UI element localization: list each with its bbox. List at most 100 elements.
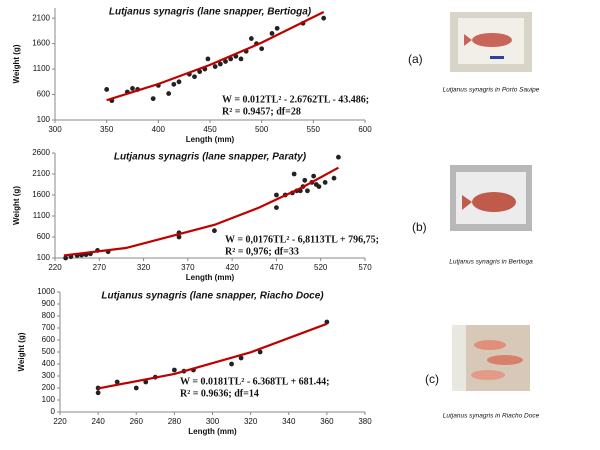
x-tick-label: 300: [206, 417, 220, 426]
y-axis-label: Weight (g): [17, 332, 26, 371]
y-tick-label: 700: [42, 323, 56, 332]
equation: W = 0.0181TL² - 6.368TL + 681.44;: [180, 376, 330, 387]
data-point: [228, 56, 234, 62]
photo-caption: Lutjanus synagris in Bertioga: [449, 259, 533, 266]
data-point: [311, 173, 317, 179]
y-tick-label: 600: [42, 335, 56, 344]
data-point: [143, 379, 149, 385]
chart-title: Lutjanus synagris (lane snapper, Bertiog…: [109, 7, 312, 18]
x-tick-label: 270: [93, 263, 107, 272]
data-point: [238, 56, 244, 62]
equation: W = 0,0176TL² - 6,8113TL + 796,75;: [225, 234, 379, 245]
photo-caption: Lutjanus synagris in Porto Sauipe: [443, 87, 540, 94]
data-point: [238, 355, 244, 361]
fit-stats: R² = 0.9457; df=28: [222, 106, 301, 117]
y-tick-label: 200: [42, 383, 56, 392]
y-tick-label: 2100: [32, 169, 50, 178]
trend-line: [97, 322, 328, 390]
y-tick-label: 500: [42, 347, 56, 356]
x-tick-label: 450: [203, 125, 217, 134]
equation: W = 0.012TL² - 2.6762TL - 43.486;: [222, 94, 369, 105]
data-point: [197, 69, 203, 75]
fit-stats: R² = 0,976; df=33: [225, 246, 299, 257]
data-point: [114, 379, 120, 385]
y-tick-label: 1600: [32, 190, 50, 199]
panel-label: (c): [425, 372, 439, 386]
data-point: [130, 86, 135, 91]
y-tick-label: 800: [42, 311, 56, 320]
data-point: [63, 255, 69, 261]
data-point: [176, 234, 182, 240]
y-tick-label: 600: [37, 90, 51, 99]
data-point: [171, 81, 177, 87]
x-tick-label: 370: [181, 263, 195, 272]
y-tick-label: 100: [37, 253, 51, 262]
x-tick-label: 500: [255, 125, 269, 134]
x-tick-label: 220: [53, 417, 67, 426]
data-point: [302, 177, 308, 183]
data-point: [95, 390, 101, 396]
data-point: [192, 74, 197, 80]
photo-caption: Lutjanus synagris in Riacho Doce: [443, 413, 540, 420]
data-point: [217, 61, 223, 67]
data-point: [321, 15, 327, 21]
data-point: [229, 361, 234, 367]
y-tick-label: 400: [42, 359, 56, 368]
data-point: [176, 79, 182, 85]
x-axis-label: Length (mm): [186, 273, 235, 282]
x-tick-label: 570: [358, 263, 372, 272]
data-point: [171, 367, 177, 373]
data-point: [291, 171, 297, 177]
y-axis-label: Weight (g): [12, 44, 21, 83]
x-tick-label: 520: [314, 263, 328, 272]
fit-stats: R² = 0.9636; df=14: [180, 388, 259, 399]
y-tick-label: 1100: [33, 211, 51, 220]
x-tick-label: 470: [270, 263, 284, 272]
y-tick-label: 100: [37, 115, 51, 124]
x-tick-label: 350: [100, 125, 114, 134]
x-tick-label: 360: [320, 417, 334, 426]
data-point: [257, 349, 263, 355]
x-tick-label: 380: [358, 417, 372, 426]
y-tick-label: 2100: [32, 13, 50, 22]
data-point: [166, 91, 172, 96]
trend-line: [63, 166, 339, 257]
data-point: [205, 56, 211, 62]
photo-c: [452, 325, 530, 391]
data-point: [212, 228, 217, 234]
y-tick-label: 2600: [32, 148, 50, 157]
x-tick-label: 220: [48, 263, 62, 272]
data-point: [259, 46, 265, 52]
data-point: [322, 180, 328, 185]
data-point: [223, 59, 228, 64]
data-point: [248, 36, 254, 41]
data-point: [305, 188, 310, 194]
y-axis-label: Weight (g): [12, 186, 21, 225]
trend-line: [106, 11, 325, 102]
x-tick-label: 300: [48, 125, 62, 134]
data-point: [274, 192, 279, 198]
photo-b: [450, 165, 532, 231]
data-point: [269, 31, 275, 36]
x-tick-label: 320: [244, 417, 258, 426]
x-tick-label: 240: [91, 417, 105, 426]
data-point: [104, 87, 110, 92]
x-tick-label: 550: [307, 125, 321, 134]
data-point: [274, 25, 280, 31]
y-tick-label: 900: [42, 299, 56, 308]
x-tick-label: 400: [152, 125, 166, 134]
photo-a: [450, 12, 532, 72]
y-tick-label: 1100: [33, 64, 51, 73]
x-tick-label: 340: [282, 417, 296, 426]
x-tick-label: 320: [137, 263, 151, 272]
y-tick-label: 1000: [37, 287, 55, 296]
y-tick-label: 100: [42, 395, 56, 404]
x-axis-label: Length (mm): [188, 427, 237, 436]
data-point: [274, 205, 279, 211]
chart-title: Lutjanus synagris (lane snapper, Riacho …: [101, 291, 324, 302]
panel-label: (b): [412, 220, 427, 234]
data-point: [316, 184, 322, 190]
x-tick-label: 280: [168, 417, 182, 426]
panel-label: (a): [408, 52, 423, 66]
